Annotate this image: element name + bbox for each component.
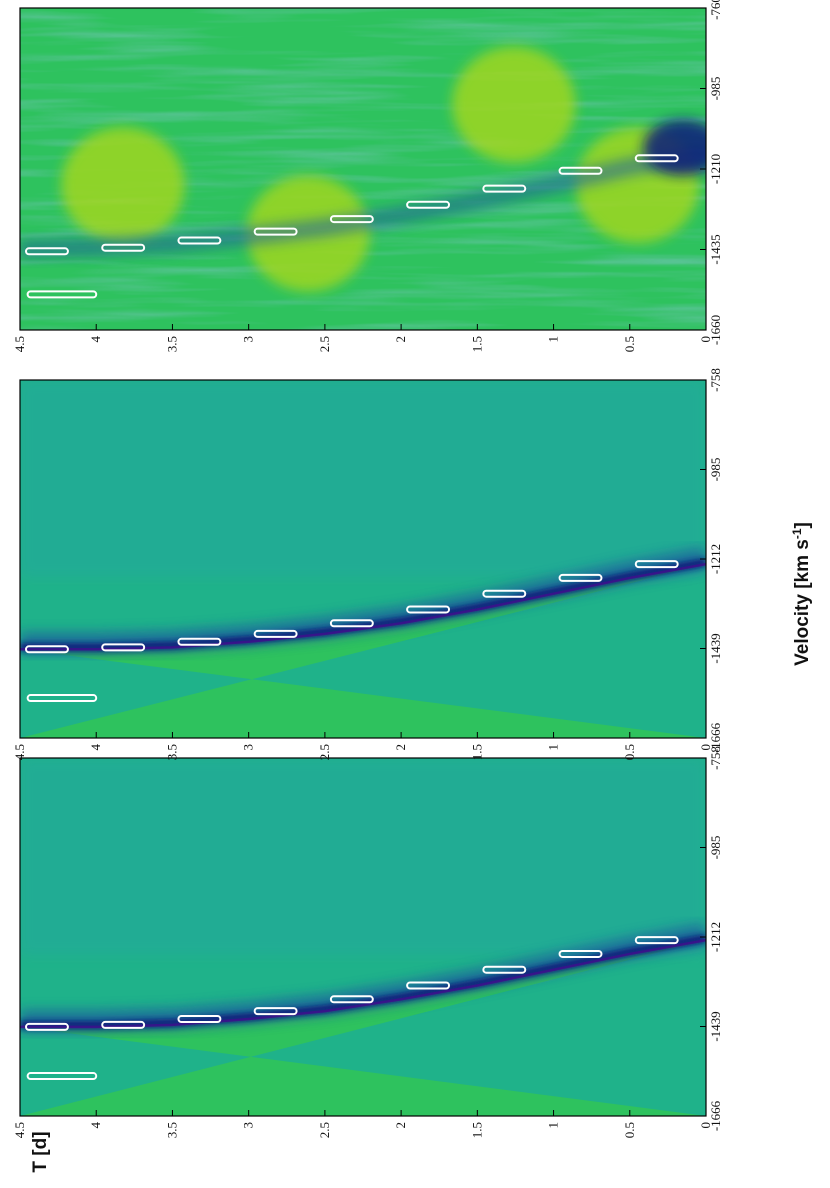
- contour-segment: [406, 605, 451, 614]
- time-tick-label: 2.5: [317, 744, 332, 760]
- trough-core-line: [20, 938, 706, 1029]
- contour-segment: [101, 643, 146, 652]
- time-tick-label: 1.5: [469, 744, 484, 760]
- contour-segment: [558, 949, 603, 958]
- contour-segment: [25, 1022, 69, 1031]
- time-tick-label: 2: [393, 336, 408, 343]
- heatmap-field: [20, 758, 706, 1116]
- velocity-tick-label: -1439: [708, 633, 723, 663]
- velocity-tick-label: -1666: [708, 722, 723, 753]
- contour-segment: [634, 154, 679, 163]
- time-tick-label: 1.5: [469, 336, 484, 352]
- upper-haze: [20, 758, 706, 955]
- contour-segment: [101, 243, 146, 252]
- contour-segment: [634, 936, 679, 945]
- time-tick-label: 2.5: [317, 1122, 332, 1138]
- contour-segment: [253, 227, 298, 236]
- time-axis-title: T [d]: [30, 1131, 51, 1172]
- time-tick-label: 4.5: [12, 1122, 27, 1138]
- time-tick-label: 1.5: [469, 1122, 484, 1138]
- contour-segment: [25, 247, 69, 256]
- contour-segment: [329, 619, 374, 628]
- time-tick-label: 2.5: [317, 336, 332, 352]
- velocity-tick-label: -1666: [708, 1100, 723, 1131]
- bright-patch: [452, 46, 576, 163]
- time-tick-label: 4: [88, 744, 103, 751]
- time-tick-label: 1: [546, 336, 561, 343]
- time-tick-label: 3.5: [164, 336, 179, 352]
- velocity-axis-title-close: ]: [792, 522, 813, 528]
- velocity-tick-label: -985: [708, 458, 723, 482]
- bright-patch: [61, 127, 185, 244]
- contour-segment: [177, 637, 222, 646]
- velocity-tick-label: -1210: [708, 154, 723, 184]
- time-tick-label: 0: [698, 1122, 713, 1129]
- heatmap-panel: 0 0.5 1 1.5 2 2.5 3 3.5 4 4.5 -1666 -1439 -1212 -985 -…: [12, 368, 723, 760]
- velocity-tick-label: -985: [708, 77, 723, 101]
- upper-haze: [20, 380, 706, 577]
- velocity-tick-label: -1435: [708, 234, 723, 264]
- time-tick-label: 1: [546, 1122, 561, 1129]
- contour-segment: [329, 215, 374, 224]
- time-tick-label: 0.5: [622, 744, 637, 760]
- time-tick-label: 4: [88, 1122, 103, 1129]
- time-tick-label: 0: [698, 336, 713, 343]
- velocity-tick-label: -1212: [708, 544, 723, 574]
- velocity-tick-label: -758: [708, 746, 723, 770]
- time-tick-label: 1: [546, 744, 561, 751]
- contour-segment: [558, 166, 603, 175]
- contour-segment: [177, 1015, 222, 1024]
- time-tick-label: 0.5: [622, 336, 637, 352]
- velocity-axis-title-base: Velocity [km s: [792, 539, 813, 666]
- contour-segment: [26, 1072, 98, 1081]
- time-tick-label: 0: [698, 744, 713, 751]
- emission-region: [20, 940, 706, 1116]
- contour-segment: [406, 981, 451, 990]
- contour-segment: [26, 694, 98, 703]
- velocity-tick-label: -985: [708, 836, 723, 860]
- contour-segment: [25, 645, 69, 654]
- heatmap-field: [20, 380, 706, 738]
- time-tick-label: 4.5: [12, 744, 27, 760]
- velocity-tick-label: -758: [708, 368, 723, 392]
- time-tick-label: 2: [393, 1122, 408, 1129]
- contour-segment: [26, 290, 98, 299]
- contour-segment: [634, 560, 679, 569]
- time-tick-label: 4: [88, 336, 103, 343]
- velocity-tick-label: -1439: [708, 1011, 723, 1041]
- contour-segment: [253, 629, 298, 638]
- panels-group: 0 0.5 1 1.5 2 2.5 3 3.5 4 4.5 -1666 -1439 -1212 -985 -…: [12, 0, 723, 1138]
- time-tick-label: 3.5: [164, 1122, 179, 1138]
- time-tick-label: 4.5: [12, 336, 27, 352]
- contour-segment: [482, 589, 527, 598]
- contour-segment: [177, 236, 222, 245]
- heatmap-panel: 0 0.5 1 1.5 2 2.5 3 3.5 4 4.5 -1660 -1435 -1210 -985 -…: [12, 0, 723, 352]
- time-tick-label: 3: [241, 336, 256, 343]
- contour-segment: [406, 200, 451, 209]
- velocity-axis-title-exponent: -1: [790, 528, 804, 539]
- heatmap-field: [20, 8, 706, 330]
- velocity-tick-label: -1212: [708, 922, 723, 952]
- contour-segment: [482, 184, 527, 193]
- velocity-tick-label: -1660: [708, 315, 723, 345]
- time-tick-label: 0.5: [622, 1122, 637, 1138]
- contour-segment: [329, 995, 374, 1004]
- contour-segment: [101, 1020, 146, 1029]
- velocity-axis-title: Velocity [km s-1]: [790, 522, 813, 666]
- velocity-tick-label: -760: [708, 0, 723, 20]
- time-tick-label: 3.5: [164, 744, 179, 760]
- time-tick-label: 3: [241, 1122, 256, 1129]
- time-tick-label: 3: [241, 744, 256, 751]
- heatmap-panel: 0 0.5 1 1.5 2 2.5 3 3.5 4 4.5 -1666 -1439 -1212 -985 -…: [12, 746, 723, 1138]
- contour-segment: [558, 573, 603, 582]
- contour-segment: [482, 965, 527, 974]
- contour-segment: [253, 1007, 298, 1016]
- emission-region: [20, 564, 706, 738]
- time-tick-label: 2: [393, 744, 408, 751]
- trough-core-line: [20, 562, 706, 651]
